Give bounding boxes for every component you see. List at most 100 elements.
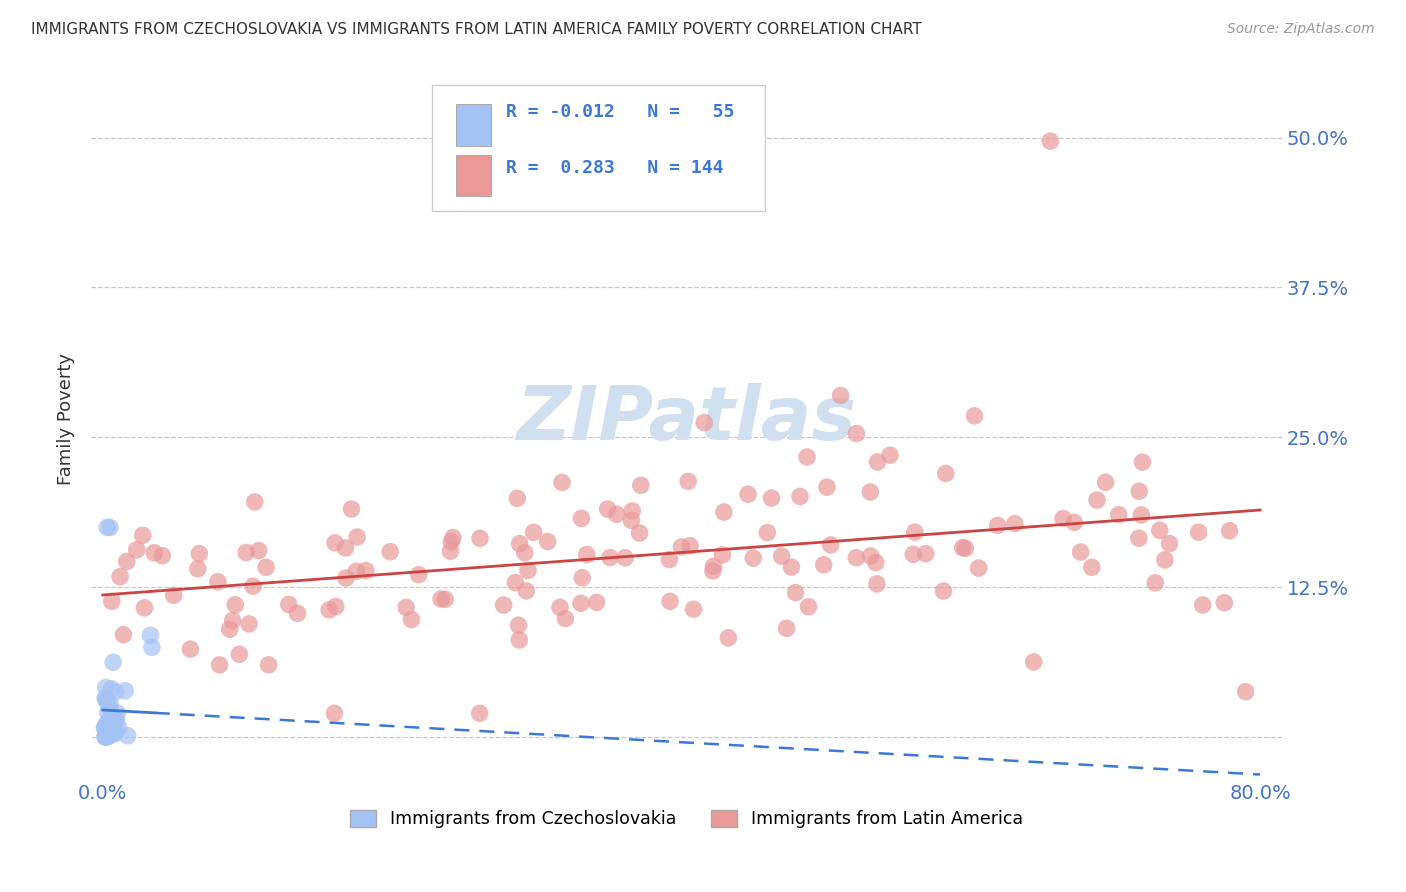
Point — [408, 567, 430, 582]
Point — [287, 607, 309, 621]
Point — [104, 720, 127, 734]
Point — [115, 554, 138, 568]
Point — [323, 536, 346, 550]
Text: ZIPatlas: ZIPatlas — [516, 383, 856, 456]
Point — [780, 560, 803, 574]
Point — [551, 475, 574, 490]
Text: R =  0.283   N = 144: R = 0.283 N = 144 — [506, 159, 723, 177]
Point — [702, 564, 724, 578]
Text: R = -0.012   N =   55: R = -0.012 N = 55 — [506, 103, 734, 121]
Point — [952, 541, 974, 555]
Point — [1081, 560, 1104, 574]
Point — [513, 546, 536, 560]
Point — [100, 714, 122, 728]
Point — [505, 575, 527, 590]
Point — [107, 706, 129, 720]
Point — [218, 622, 240, 636]
Point — [830, 388, 852, 402]
Point — [238, 617, 260, 632]
Point — [703, 559, 725, 574]
Point — [1234, 684, 1257, 698]
Point — [141, 640, 163, 655]
Point — [104, 725, 127, 739]
Legend: Immigrants from Czechoslovakia, Immigrants from Latin America: Immigrants from Czechoslovakia, Immigran… — [343, 803, 1031, 835]
Point — [509, 537, 531, 551]
Point — [97, 720, 120, 734]
Text: Source: ZipAtlas.com: Source: ZipAtlas.com — [1227, 22, 1375, 37]
Point — [340, 502, 363, 516]
Point — [508, 618, 530, 632]
Point — [628, 526, 651, 541]
Point — [378, 545, 401, 559]
Point — [257, 657, 280, 672]
Point — [1149, 524, 1171, 538]
Point — [621, 504, 644, 518]
Point — [134, 600, 156, 615]
Point — [101, 594, 124, 608]
Point — [548, 600, 571, 615]
Point — [96, 718, 118, 732]
Point — [796, 450, 818, 464]
Point — [658, 552, 681, 566]
Text: IMMIGRANTS FROM CZECHOSLOVAKIA VS IMMIGRANTS FROM LATIN AMERICA FAMILY POVERTY C: IMMIGRANTS FROM CZECHOSLOVAKIA VS IMMIGR… — [31, 22, 922, 37]
Point — [94, 690, 117, 705]
Point — [845, 426, 868, 441]
Point — [770, 549, 793, 564]
Point — [813, 558, 835, 572]
Point — [914, 547, 936, 561]
Point — [143, 546, 166, 560]
Point — [96, 520, 118, 534]
Point — [101, 726, 124, 740]
Point — [659, 594, 682, 608]
Point — [932, 584, 955, 599]
Point — [967, 561, 990, 575]
Point — [98, 720, 121, 734]
Point — [94, 681, 117, 695]
Point — [441, 531, 464, 545]
Y-axis label: Family Poverty: Family Poverty — [58, 353, 75, 485]
Point — [987, 518, 1010, 533]
Point — [935, 467, 957, 481]
Point — [98, 713, 121, 727]
Point — [354, 564, 377, 578]
Point — [439, 544, 461, 558]
Point — [492, 598, 515, 612]
Point — [1039, 134, 1062, 148]
Point — [679, 539, 702, 553]
Point — [523, 525, 546, 540]
Point — [1144, 575, 1167, 590]
Point — [100, 717, 122, 731]
Point — [1132, 455, 1154, 469]
Point — [254, 560, 277, 574]
Point — [569, 596, 592, 610]
Point — [963, 409, 986, 423]
Point — [761, 491, 783, 505]
Point — [1191, 598, 1213, 612]
Point — [1022, 655, 1045, 669]
Point — [671, 540, 693, 554]
Point — [163, 588, 186, 602]
Point — [756, 525, 779, 540]
Point — [554, 612, 576, 626]
Point — [430, 592, 453, 607]
Point — [1052, 511, 1074, 525]
Point — [235, 545, 257, 559]
Point — [93, 721, 115, 735]
Point — [859, 549, 882, 563]
Point — [866, 455, 889, 469]
Point — [508, 632, 530, 647]
Point — [434, 592, 457, 607]
Point — [242, 579, 264, 593]
Point — [97, 729, 120, 743]
Point — [614, 550, 637, 565]
Point — [585, 595, 607, 609]
Point — [221, 614, 243, 628]
Point — [845, 550, 868, 565]
Point — [228, 647, 250, 661]
Point — [1219, 524, 1241, 538]
Point — [1159, 536, 1181, 550]
Point — [904, 525, 927, 540]
Point — [108, 570, 131, 584]
Point — [325, 599, 347, 614]
Point — [955, 541, 977, 556]
